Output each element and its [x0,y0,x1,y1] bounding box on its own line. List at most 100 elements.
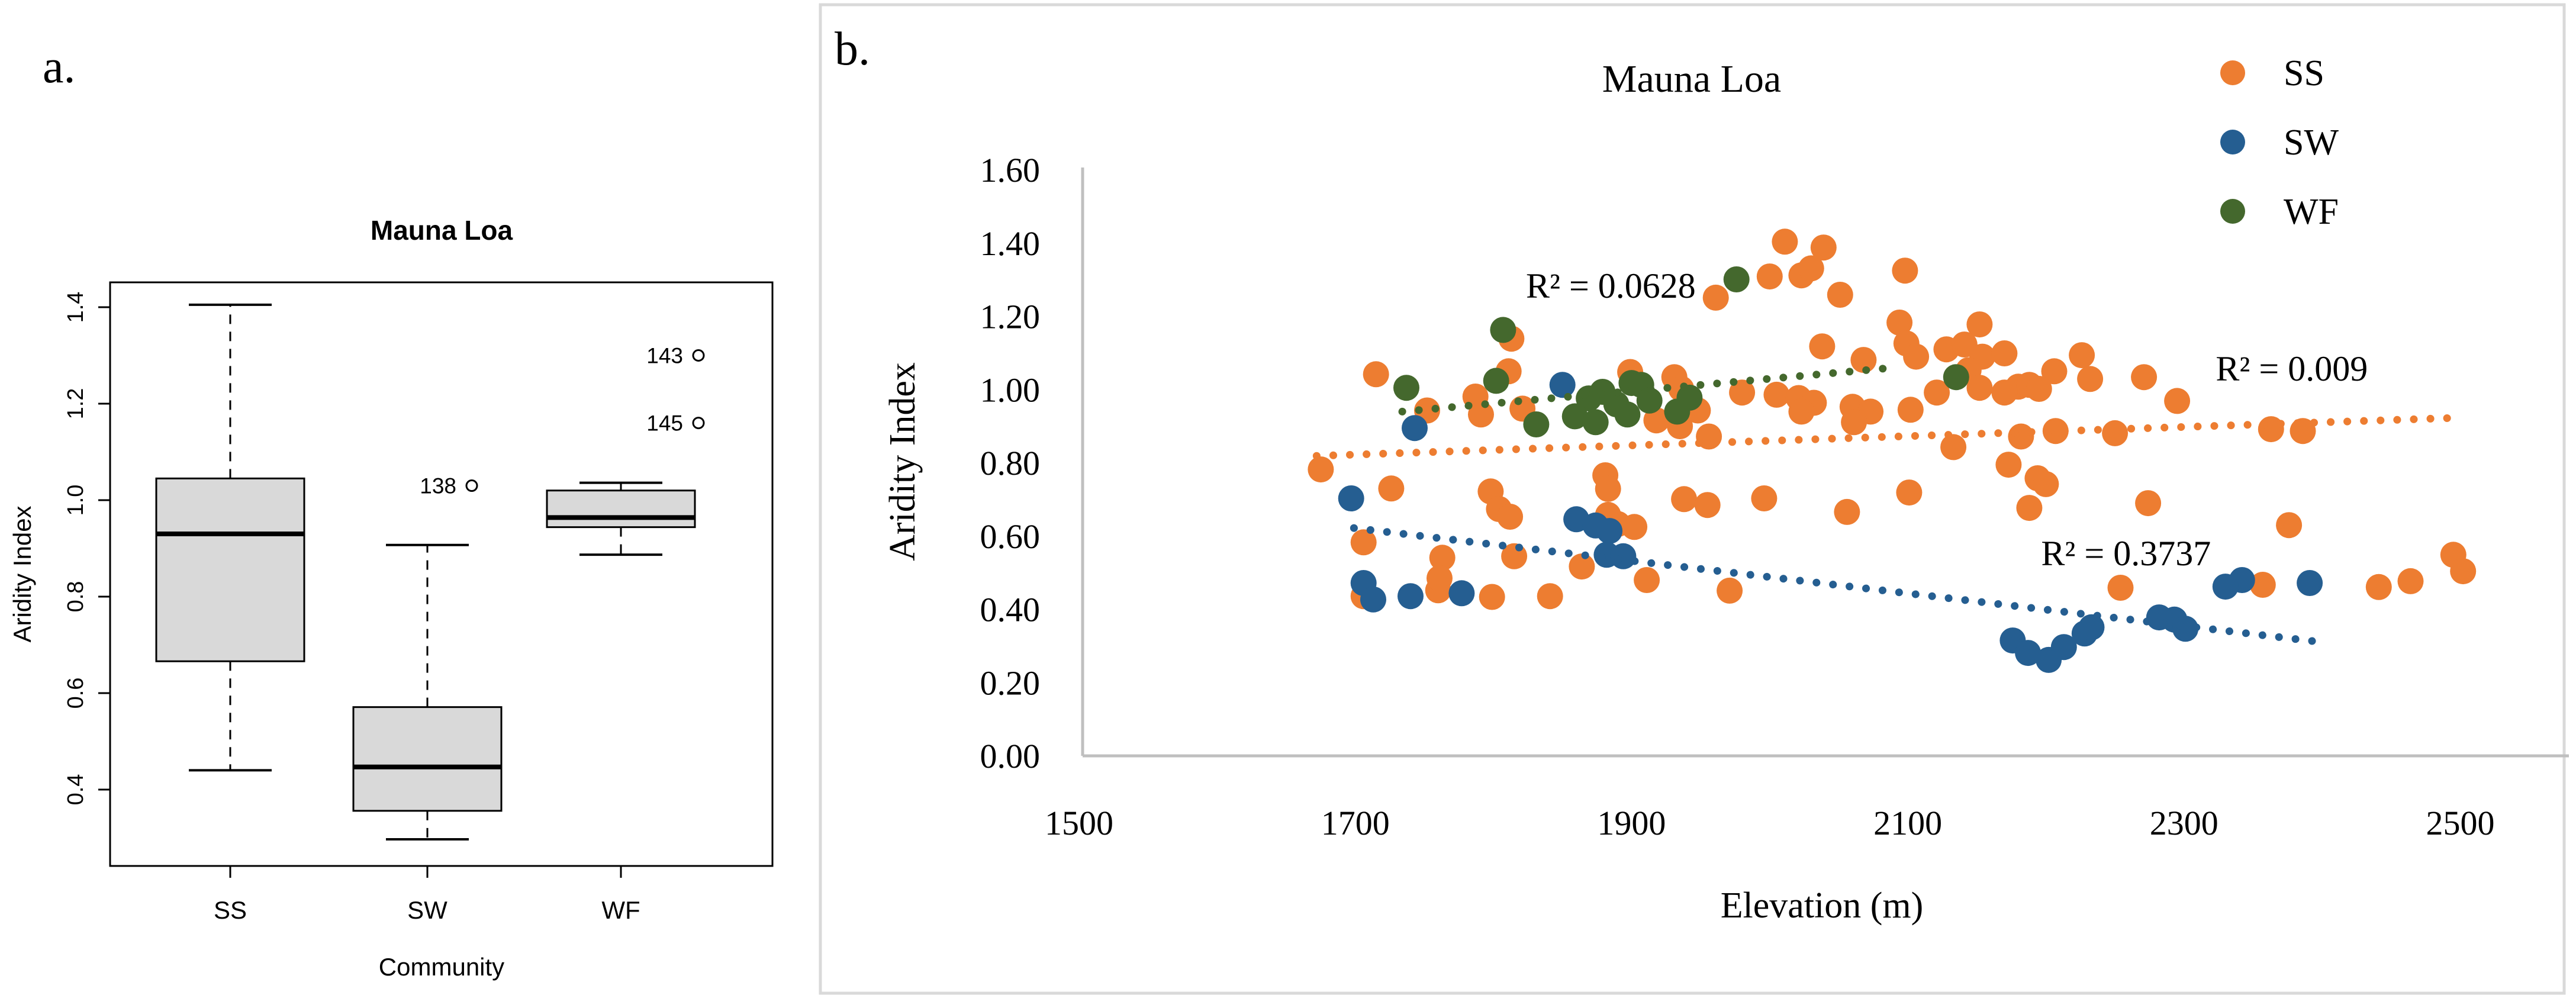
data-point-SW [2078,614,2105,640]
data-point-SS [1798,255,1824,282]
data-point-SS [1886,310,1913,336]
data-point-WF [1636,387,1663,414]
scatter-series-SS [1308,228,2477,610]
y-tick-label: 0.4 [63,774,88,806]
y-tick-label: 0.80 [980,444,1041,482]
boxplot-box-SW [352,543,503,840]
r2-label-SW: R² = 0.3737 [2041,534,2211,573]
data-point-SS [2026,376,2052,402]
x-tick-label: SS [214,896,247,924]
outlier-label: 143 [646,344,683,368]
panel-b-title: Mauna Loa [1602,57,1781,101]
data-point-SS [1903,343,1930,370]
legend-marker-SS [2220,60,2245,85]
data-point-SS [1378,475,1405,502]
y-tick-label: 1.0 [63,485,88,516]
data-point-WF [1723,266,1750,292]
x-tick-label: WF [601,896,640,924]
data-point-SW [1402,415,1428,442]
panel-b-frame [819,3,2566,995]
y-tick-label: 1.20 [980,298,1041,336]
data-point-SS [1537,583,1563,610]
data-point-SS [2131,364,2158,391]
data-point-SS [1427,565,1453,591]
data-point-SS [1788,398,1815,425]
data-point-SS [1694,492,1721,519]
panel-a-label: a. [43,41,76,93]
data-point-WF [1393,375,1419,401]
x-tick-label: 1900 [1597,804,1666,842]
y-tick-label: 0.8 [63,581,88,613]
data-point-SW [1360,586,1386,613]
data-point-SS [2016,495,2043,521]
data-point-SS [1991,379,2018,406]
data-point-SS [1896,479,1923,506]
y-tick-label: 1.4 [63,292,88,323]
data-point-SS [1756,263,1783,290]
outlier-point [692,349,705,362]
boxplot-box-SS [155,303,305,772]
data-point-SS [1717,577,1743,604]
panel-b-ylabel: Aridity Index [883,362,923,561]
x-tick-label: SW [407,896,447,924]
legend-marker-WF [2220,199,2245,224]
data-point-SW [2146,604,2172,631]
r2-label-SS: R² = 0.009 [2216,349,2368,388]
iqr-box [546,489,696,529]
data-point-SS [1810,234,1837,261]
outlier-label: 145 [646,411,683,436]
data-point-SS [1763,381,1790,408]
data-point-SS [1924,379,1950,406]
data-point-SS [1350,529,1377,556]
data-point-SW [1610,543,1637,569]
data-point-SS [1751,485,1778,511]
trendline-SW [1350,524,2318,645]
data-point-SS [1468,401,1494,428]
data-point-SW [1596,518,1623,545]
data-point-SS [1497,504,1524,530]
data-point-SS [1479,584,1505,610]
data-point-SS [1892,257,1918,284]
data-point-SS [2365,574,2392,600]
data-point-SS [1308,456,1334,483]
data-point-WF [1943,364,1969,391]
x-tick-label: 1500 [1045,804,1113,842]
data-point-SS [2107,575,2134,601]
r2-label-WF: R² = 0.0628 [1526,266,1696,305]
y-tick-label: 1.00 [980,371,1041,409]
y-tick-label: 0.00 [980,737,1041,775]
y-tick-label: 1.40 [980,224,1041,263]
trendline-WF [1398,363,1898,416]
data-point-SS [2042,418,2069,445]
data-point-SS [1995,452,2022,478]
data-point-SS [1991,340,2018,366]
data-point-SW [1398,583,1424,610]
data-point-SS [2008,423,2034,450]
y-tick-label: 0.40 [980,591,1041,629]
data-point-SS [2041,358,2068,385]
boxplot-box-WF [546,481,696,556]
data-point-SW [2050,634,2077,661]
y-tick-label: 0.6 [63,678,88,709]
data-point-WF [1664,398,1690,425]
data-point-SS [1940,434,1967,460]
data-point-SS [1429,545,1456,571]
outlier-point [465,479,478,492]
panel-b-xlabel: Elevation (m) [1721,885,1924,926]
outlier-label: 138 [420,474,456,498]
iqr-box [352,706,503,812]
outlier-point [692,417,705,430]
panel-b-label: b. [835,23,870,75]
data-point-SS [2397,568,2424,594]
scatter-series-SW [1338,372,2323,673]
iqr-box [155,477,305,662]
data-point-SS [1809,333,1836,360]
panel-a-xlabel: Community [379,953,504,981]
data-point-SS [1671,486,1698,513]
data-point-SS [1834,498,1860,525]
x-tick-label: 2100 [1873,804,1942,842]
panel-a-boxplot: Mauna Loa 0.4 0.6 0.8 1.0 1.2 1.4 Aridity Index… [8,215,774,981]
legend-label-SS: SS [2284,53,2324,94]
data-point-SS [2069,342,2095,369]
y-tick-label: 0.60 [980,517,1041,556]
